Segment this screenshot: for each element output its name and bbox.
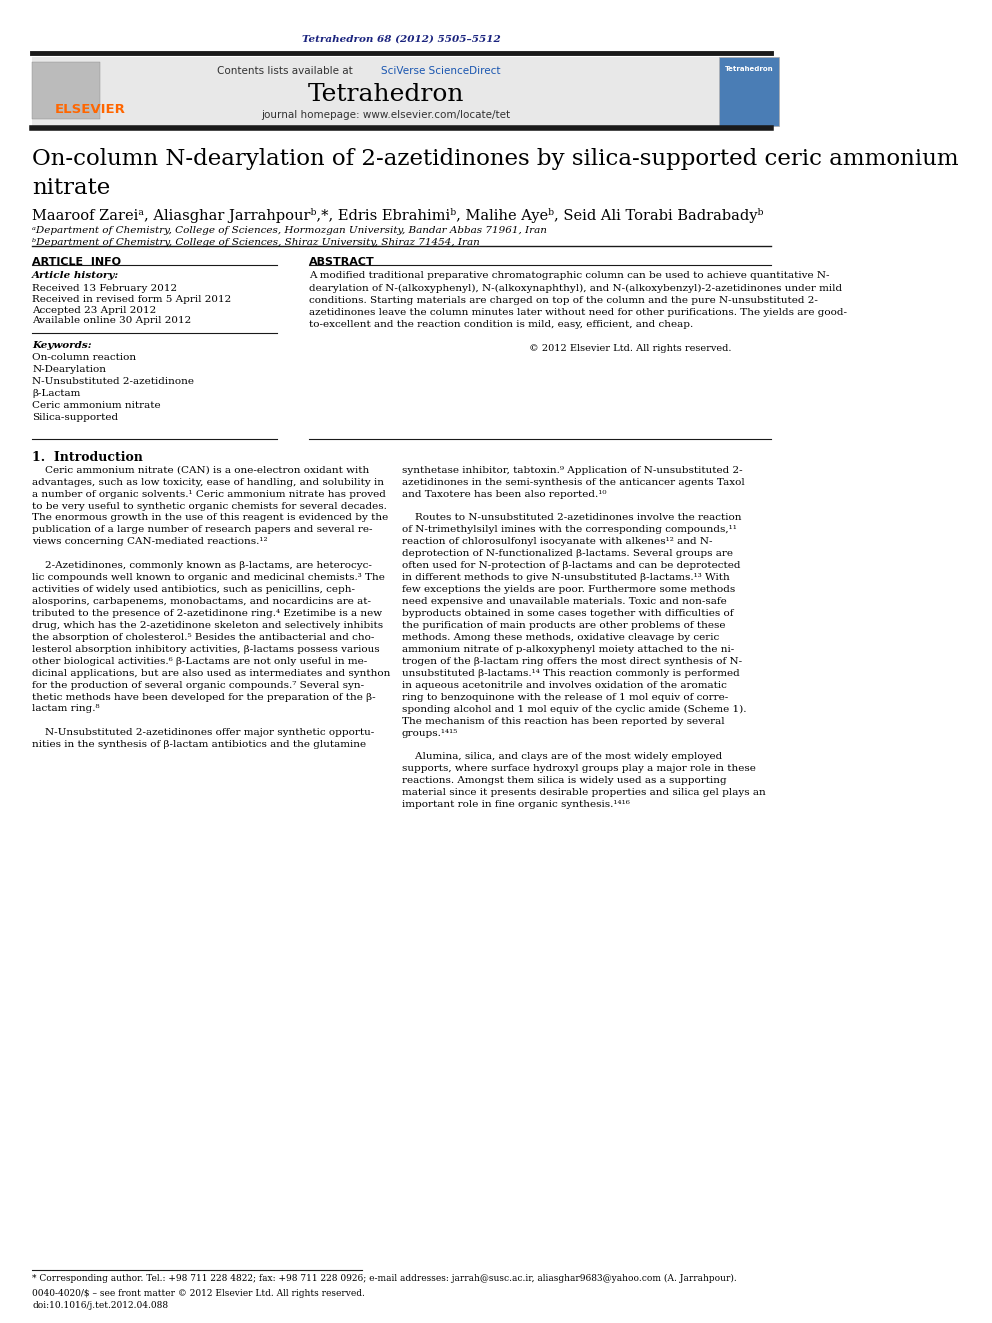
- Text: 0040-4020/$ – see front matter © 2012 Elsevier Ltd. All rights reserved.: 0040-4020/$ – see front matter © 2012 El…: [32, 1289, 365, 1298]
- Text: ᵇDepartment of Chemistry, College of Sciences, Shiraz University, Shiraz 71454, : ᵇDepartment of Chemistry, College of Sci…: [32, 238, 480, 247]
- Text: On-column reaction: On-column reaction: [32, 353, 136, 363]
- Text: doi:10.1016/j.tet.2012.04.088: doi:10.1016/j.tet.2012.04.088: [32, 1301, 169, 1310]
- Text: 1.  Introduction: 1. Introduction: [32, 451, 143, 464]
- Text: journal homepage: www.elsevier.com/locate/tet: journal homepage: www.elsevier.com/locat…: [261, 110, 510, 120]
- FancyBboxPatch shape: [32, 57, 719, 126]
- Text: Maaroof Zareiᵃ, Aliasghar Jarrahpourᵇ,*, Edris Ebrahimiᵇ, Malihe Ayeᵇ, Seid Ali : Maaroof Zareiᵃ, Aliasghar Jarrahpourᵇ,*,…: [32, 208, 764, 222]
- Text: * Corresponding author. Tel.: +98 711 228 4822; fax: +98 711 228 0926; e-mail ad: * Corresponding author. Tel.: +98 711 22…: [32, 1274, 737, 1283]
- Text: Accepted 23 April 2012: Accepted 23 April 2012: [32, 306, 157, 315]
- Text: ELSEVIER: ELSEVIER: [55, 103, 126, 116]
- Text: Tetrahedron: Tetrahedron: [308, 83, 464, 106]
- Text: N-Dearylation: N-Dearylation: [32, 365, 106, 374]
- Text: On-column N-dearylation of 2-azetidinones by silica-supported ceric ammonium
nit: On-column N-dearylation of 2-azetidinone…: [32, 148, 958, 198]
- Text: A modified traditional preparative chromatographic column can be used to achieve: A modified traditional preparative chrom…: [310, 271, 847, 329]
- Text: ABSTRACT: ABSTRACT: [310, 257, 375, 267]
- Text: Contents lists available at: Contents lists available at: [217, 66, 356, 77]
- Text: ᵃDepartment of Chemistry, College of Sciences, Hormozgan University, Bandar Abba: ᵃDepartment of Chemistry, College of Sci…: [32, 226, 547, 235]
- Text: Ceric ammonium nitrate: Ceric ammonium nitrate: [32, 401, 161, 410]
- FancyBboxPatch shape: [32, 62, 100, 119]
- Text: © 2012 Elsevier Ltd. All rights reserved.: © 2012 Elsevier Ltd. All rights reserved…: [529, 344, 731, 353]
- Text: SciVerse ScienceDirect: SciVerse ScienceDirect: [381, 66, 500, 77]
- Text: β-Lactam: β-Lactam: [32, 389, 80, 398]
- Text: Received in revised form 5 April 2012: Received in revised form 5 April 2012: [32, 295, 231, 304]
- Text: Available online 30 April 2012: Available online 30 April 2012: [32, 316, 191, 325]
- Text: Received 13 February 2012: Received 13 February 2012: [32, 284, 178, 294]
- Text: Keywords:: Keywords:: [32, 341, 92, 351]
- Text: N-Unsubstituted 2-azetidinone: N-Unsubstituted 2-azetidinone: [32, 377, 194, 386]
- Text: Tetrahedron 68 (2012) 5505–5512: Tetrahedron 68 (2012) 5505–5512: [303, 34, 501, 44]
- Text: ARTICLE  INFO: ARTICLE INFO: [32, 257, 121, 267]
- Text: synthetase inhibitor, tabtoxin.⁹ Application of N-unsubstituted 2-
azetidinones : synthetase inhibitor, tabtoxin.⁹ Applica…: [402, 466, 766, 810]
- Text: Article history:: Article history:: [32, 271, 119, 280]
- Text: Silica-supported: Silica-supported: [32, 413, 118, 422]
- Text: Tetrahedron: Tetrahedron: [724, 66, 773, 73]
- FancyBboxPatch shape: [719, 57, 780, 126]
- Text: Ceric ammonium nitrate (CAN) is a one-electron oxidant with
advantages, such as : Ceric ammonium nitrate (CAN) is a one-el…: [32, 466, 391, 749]
